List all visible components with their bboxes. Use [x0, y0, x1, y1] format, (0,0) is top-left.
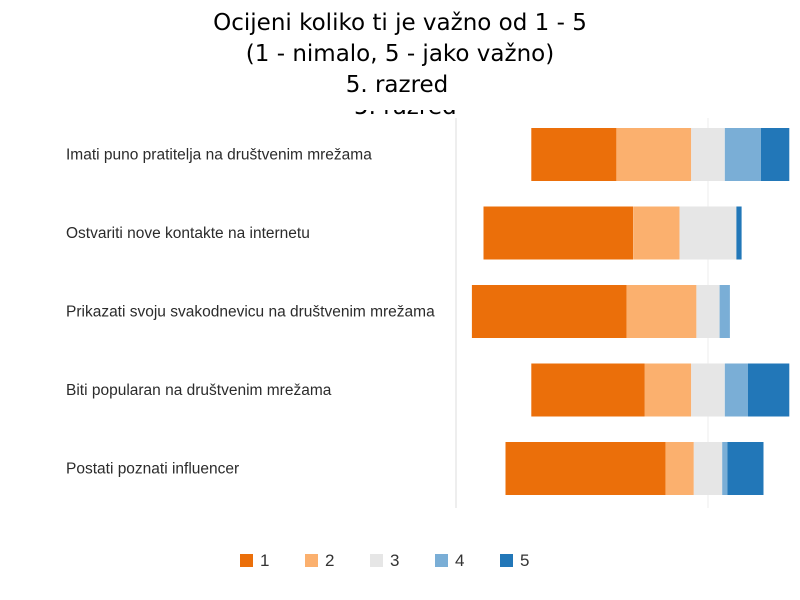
legend-swatch-3	[370, 554, 383, 567]
legend-swatch-5	[500, 554, 513, 567]
chart-subtitle-clipped-text: 5. razred	[354, 110, 457, 120]
category-label-4: Biti popularan na društvenim mrežama	[66, 382, 332, 399]
category-label-2: Ostvariti nove kontakte na internetu	[66, 225, 310, 242]
category-label-3: Prikazati svoju svakodnevicu na društven…	[66, 304, 435, 321]
legend-swatch-2	[305, 554, 318, 567]
chart-title: Ocijeni koliko ti je važno od 1 - 5	[213, 10, 587, 36]
chart-subtitle-clipped: 5. razred	[330, 110, 470, 120]
legend-swatch-1	[240, 554, 253, 567]
category-label-1: Imati puno pratitelja na društvenim mrež…	[66, 147, 372, 164]
bar-segment-row4-level3	[691, 363, 725, 417]
category-labels-group: Imati puno pratitelja na društvenim mrež…	[66, 147, 435, 478]
bar-segment-row5-level2	[665, 442, 694, 495]
legend-label-4: 4	[455, 551, 464, 570]
legend-label-1: 1	[260, 551, 269, 570]
chart-title-block: Ocijeni koliko ti je važno od 1 - 5 (1 -…	[0, 8, 800, 101]
chart-subtitle: (1 - nimalo, 5 - jako važno)	[245, 41, 555, 67]
bar-segment-row4-level5	[748, 363, 790, 417]
legend-label-3: 3	[390, 551, 399, 570]
legend-label-2: 2	[325, 551, 334, 570]
bar-segment-row1-level3	[691, 128, 725, 181]
bar-segment-row1-level4	[724, 128, 761, 181]
bar-segment-row5-level4	[722, 442, 728, 495]
bar-segment-row2-level3	[679, 206, 737, 260]
legend: 1 2 3 4 5	[240, 551, 529, 570]
legend-label-5: 5	[520, 551, 529, 570]
bar-segment-row1-level1	[531, 128, 617, 181]
bar-segment-row2-level2	[633, 206, 680, 260]
bar-segment-row2-level5	[736, 206, 742, 260]
bar-segment-row2-level1	[483, 206, 634, 260]
bar-segment-row3-level3	[696, 285, 720, 338]
bars-group	[471, 128, 790, 495]
bar-segment-row5-level5	[727, 442, 764, 495]
bar-segment-row3-level4	[719, 285, 730, 338]
bar-segment-row5-level1	[505, 442, 666, 495]
bar-segment-row3-level1	[471, 285, 627, 338]
bar-segment-row1-level2	[616, 128, 692, 181]
bar-segment-row4-level1	[531, 363, 645, 417]
bar-segment-row1-level5	[760, 128, 790, 181]
bar-segment-row4-level4	[724, 363, 748, 417]
bar-segment-row5-level3	[693, 442, 723, 495]
bar-segment-row3-level2	[626, 285, 697, 338]
legend-swatch-4	[435, 554, 448, 567]
chart-subtitle-grade: 5. razred	[345, 72, 449, 98]
bar-segment-row4-level2	[644, 363, 692, 417]
category-label-5: Postati poznati influencer	[66, 461, 239, 478]
